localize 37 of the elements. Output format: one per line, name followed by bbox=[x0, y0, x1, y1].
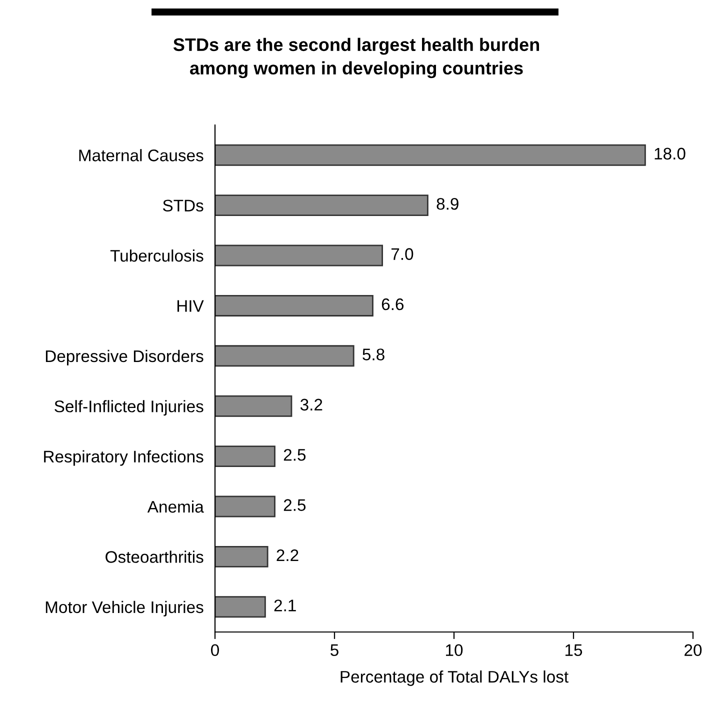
x-tick-label: 0 bbox=[211, 644, 219, 656]
data-label: 2.5 bbox=[284, 448, 306, 461]
y-tick-label: Osteoarthritis bbox=[106, 550, 204, 563]
data-label: 7.0 bbox=[391, 248, 414, 260]
bar bbox=[215, 546, 268, 568]
y-tick-label: STDs bbox=[162, 200, 204, 212]
y-tick-label: Anemia bbox=[147, 500, 204, 513]
data-label: 8.9 bbox=[436, 198, 458, 210]
chart-title: STDs are the second largest health burden among women in developing countries bbox=[173, 38, 540, 78]
x-tick-label: 20 bbox=[684, 644, 702, 656]
x-tick-label: 10 bbox=[446, 644, 463, 656]
bar bbox=[215, 596, 266, 618]
bar bbox=[215, 345, 354, 367]
bar bbox=[215, 244, 383, 266]
data-label: 2.2 bbox=[276, 549, 298, 562]
y-tick-label: Depressive Disorders bbox=[46, 350, 204, 366]
data-label: 6.6 bbox=[382, 298, 404, 310]
bar bbox=[215, 496, 276, 518]
data-label: 18.0 bbox=[654, 148, 686, 160]
bar bbox=[215, 294, 374, 316]
data-label: 3.2 bbox=[300, 398, 322, 411]
data-label: 2.1 bbox=[274, 600, 296, 612]
y-tick-label: Maternal Causes bbox=[79, 149, 204, 162]
data-label: 5.8 bbox=[362, 348, 384, 360]
y-tick-label: Self-Inflicted Injuries bbox=[54, 400, 204, 416]
x-tick-label: 15 bbox=[566, 644, 582, 656]
bar bbox=[215, 446, 276, 468]
y-tick-label: Respiratory Infections bbox=[44, 450, 204, 466]
x-axis-title: Percentage of Total DALYs lost bbox=[340, 670, 568, 686]
data-label: 2.5 bbox=[284, 499, 306, 511]
y-tick-label: Tuberculosis bbox=[110, 249, 204, 262]
bar bbox=[215, 144, 646, 166]
bar bbox=[215, 194, 428, 216]
x-tick-label: 5 bbox=[330, 644, 338, 656]
y-tick-label: HIV bbox=[177, 300, 204, 312]
y-tick-label: Motor Vehicle Injuries bbox=[46, 600, 204, 616]
bar bbox=[215, 395, 292, 417]
